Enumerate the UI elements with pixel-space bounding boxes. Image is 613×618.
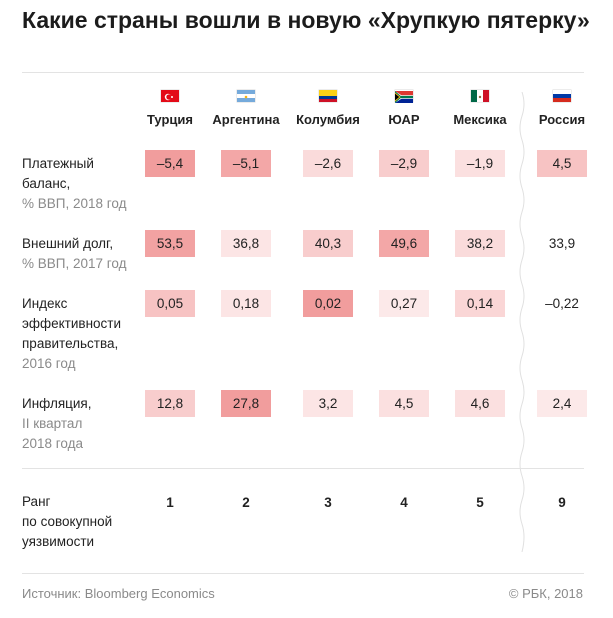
country-name: Мексика	[453, 112, 507, 127]
row-label: Внешний долг, % ВВП, 2017 год	[22, 234, 152, 274]
rank-value: 2	[242, 495, 250, 510]
rank-value: 5	[476, 495, 484, 510]
value-cell: 53,5	[145, 230, 195, 257]
rank-label-line: по совокупной	[22, 514, 113, 529]
rank-label-line: Ранг	[22, 494, 51, 509]
row-label-line: эффективности	[22, 316, 122, 331]
rank-divider	[22, 468, 584, 469]
row-label-sub: 2016 год	[22, 356, 76, 371]
country-name: Турция	[146, 112, 193, 127]
value-cell: –5,1	[221, 150, 271, 177]
value-cell: 2,4	[537, 390, 587, 417]
flag-mexico-icon	[471, 90, 489, 102]
value-cell: 4,5	[537, 150, 587, 177]
value-cell: –0,22	[545, 296, 579, 311]
row-label-line: Платежный	[22, 156, 94, 171]
value-cell: 0,02	[303, 290, 353, 317]
value-cell: 4,5	[379, 390, 429, 417]
source-note: Источник: Bloomberg Economics	[22, 586, 215, 601]
russia-separator	[519, 92, 525, 552]
value-cell: 40,3	[303, 230, 353, 257]
value-cell: –5,4	[145, 150, 195, 177]
flag-argentina-icon	[237, 90, 255, 102]
copyright: © РБК, 2018	[508, 586, 583, 601]
value-cell: 27,8	[221, 390, 271, 417]
value-cell: 12,8	[145, 390, 195, 417]
value-cell: –1,9	[455, 150, 505, 177]
row-label-sub: II квартал	[22, 416, 83, 431]
row-label-sub: % ВВП, 2017 год	[22, 256, 127, 271]
country-name: Россия	[538, 112, 586, 127]
row-label-line: Внешний долг,	[22, 236, 114, 251]
row-label: Индекс эффективности правительства, 2016 го…	[22, 294, 152, 374]
flag-russia-icon	[553, 90, 571, 102]
row-label-line: Индекс	[22, 296, 68, 311]
row-label-line: баланс,	[22, 176, 71, 191]
row-label-line: правительства,	[22, 336, 119, 351]
row-label-sub: 2018 года	[22, 436, 84, 451]
chart-title: Какие страны вошли в новую «Хрупкую пяте…	[22, 7, 590, 33]
row-label-line: Инфляция,	[22, 396, 92, 411]
rank-value: 3	[324, 495, 332, 510]
value-cell: 36,8	[221, 230, 271, 257]
value-cell: 3,2	[303, 390, 353, 417]
country-name: ЮАР	[388, 112, 420, 127]
value-cell: 0,05	[145, 290, 195, 317]
country-name: Колумбия	[296, 112, 360, 127]
value-cell: 33,9	[548, 236, 576, 251]
value-cell: –2,6	[303, 150, 353, 177]
row-label: Инфляция, II квартал 2018 года	[22, 394, 152, 454]
rank-label: Ранг по совокупной уязвимости	[22, 492, 152, 552]
value-cell: 4,6	[455, 390, 505, 417]
value-cell: 49,6	[379, 230, 429, 257]
row-label: Платежный баланс, % ВВП, 2018 год	[22, 154, 152, 214]
value-cell: 0,14	[455, 290, 505, 317]
value-cell: 38,2	[455, 230, 505, 257]
value-cell: 0,18	[221, 290, 271, 317]
top-divider	[22, 72, 584, 73]
flag-turkey-icon	[161, 90, 179, 102]
rank-value: 1	[166, 495, 174, 510]
bottom-divider	[22, 573, 584, 574]
rank-value: 9	[558, 495, 566, 510]
value-cell: 0,27	[379, 290, 429, 317]
rank-label-line: уязвимости	[22, 534, 95, 549]
row-label-sub: % ВВП, 2018 год	[22, 196, 127, 211]
flag-colombia-icon	[319, 90, 337, 102]
country-name: Аргентина	[212, 112, 280, 127]
value-cell: –2,9	[379, 150, 429, 177]
rank-value: 4	[400, 495, 408, 510]
flag-south-africa-icon	[395, 90, 413, 103]
